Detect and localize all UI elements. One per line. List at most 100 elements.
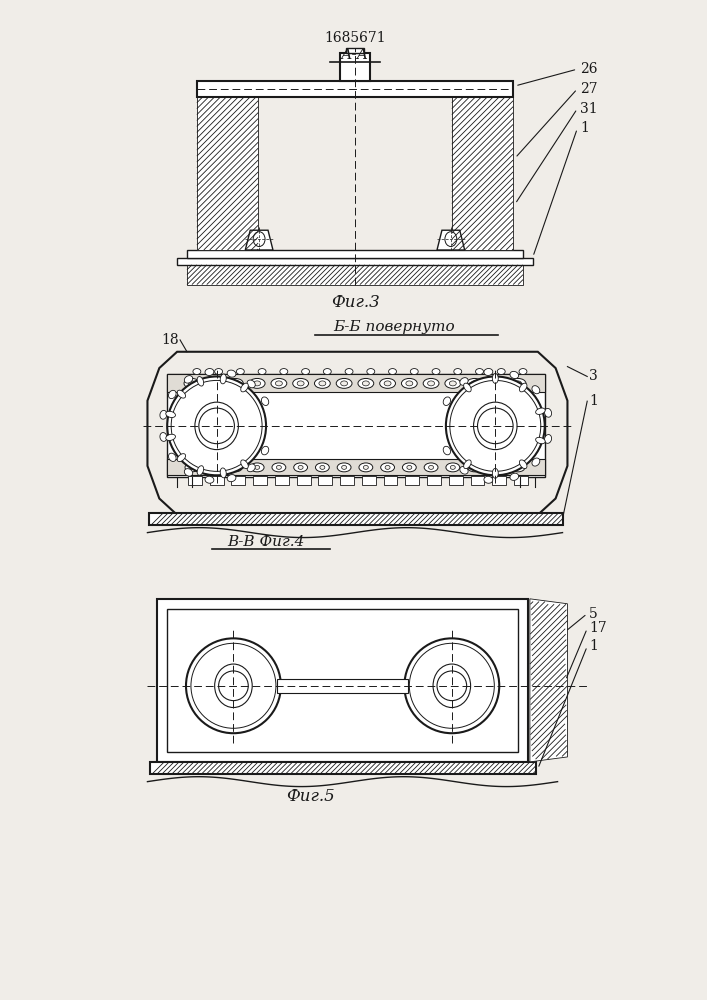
Bar [427, 476, 441, 485]
Ellipse shape [363, 465, 368, 469]
Ellipse shape [250, 378, 265, 388]
Text: Фиг.5: Фиг.5 [286, 788, 335, 805]
Ellipse shape [215, 369, 223, 374]
Ellipse shape [293, 378, 308, 388]
Ellipse shape [389, 369, 397, 374]
Ellipse shape [446, 463, 460, 472]
Ellipse shape [472, 465, 477, 469]
Ellipse shape [536, 408, 545, 414]
Ellipse shape [380, 378, 395, 388]
Ellipse shape [519, 369, 527, 374]
Ellipse shape [384, 381, 391, 386]
Ellipse shape [206, 463, 221, 472]
Ellipse shape [493, 381, 500, 386]
Bar [210, 476, 223, 485]
Ellipse shape [510, 378, 526, 388]
Text: Б-Б повернуто: Б-Б повернуто [334, 320, 455, 334]
Bar [149, 513, 563, 525]
Ellipse shape [443, 397, 450, 405]
Text: 17: 17 [589, 621, 607, 635]
Ellipse shape [323, 369, 332, 374]
Ellipse shape [476, 369, 484, 374]
Ellipse shape [510, 473, 519, 480]
Ellipse shape [404, 638, 499, 733]
Ellipse shape [233, 465, 238, 469]
Ellipse shape [489, 463, 503, 472]
Ellipse shape [493, 465, 498, 469]
Bar [514, 476, 528, 485]
Ellipse shape [250, 463, 264, 472]
Ellipse shape [337, 378, 352, 388]
Ellipse shape [428, 465, 433, 469]
Bar [197, 97, 258, 250]
Ellipse shape [315, 463, 329, 472]
Ellipse shape [199, 408, 235, 444]
Ellipse shape [298, 465, 303, 469]
Ellipse shape [410, 369, 419, 374]
Ellipse shape [168, 376, 266, 475]
Ellipse shape [262, 397, 269, 405]
Ellipse shape [402, 378, 417, 388]
Polygon shape [245, 230, 273, 250]
Ellipse shape [358, 378, 374, 388]
Text: Фиг.3: Фиг.3 [331, 294, 380, 311]
Ellipse shape [205, 369, 214, 375]
Ellipse shape [205, 476, 214, 483]
Text: В-В Фиг.4: В-В Фиг.4 [228, 535, 305, 549]
Ellipse shape [227, 475, 236, 482]
Ellipse shape [177, 454, 185, 462]
Bar [340, 53, 370, 81]
Bar [277, 679, 409, 693]
Ellipse shape [191, 643, 276, 728]
Ellipse shape [464, 460, 471, 469]
Ellipse shape [515, 381, 522, 386]
Ellipse shape [165, 434, 175, 440]
Text: 3: 3 [589, 369, 598, 383]
Ellipse shape [197, 466, 204, 475]
Ellipse shape [272, 463, 286, 472]
Ellipse shape [467, 463, 481, 472]
Ellipse shape [185, 469, 193, 476]
Ellipse shape [297, 381, 304, 386]
Bar [340, 476, 354, 485]
Ellipse shape [424, 463, 438, 472]
Ellipse shape [254, 381, 261, 386]
Bar [492, 476, 506, 485]
Ellipse shape [409, 643, 494, 728]
Ellipse shape [258, 369, 266, 374]
Ellipse shape [363, 381, 369, 386]
Ellipse shape [515, 465, 520, 469]
Text: 1685671: 1685671 [325, 31, 386, 45]
Ellipse shape [184, 378, 200, 388]
Polygon shape [148, 352, 568, 515]
Bar [452, 97, 513, 250]
Text: 27: 27 [580, 82, 598, 96]
Ellipse shape [165, 411, 175, 418]
Ellipse shape [450, 465, 455, 469]
Ellipse shape [443, 446, 450, 455]
Ellipse shape [484, 476, 493, 483]
Ellipse shape [210, 381, 217, 386]
Text: А-А: А-А [341, 48, 369, 62]
Ellipse shape [385, 465, 390, 469]
Ellipse shape [247, 464, 255, 472]
Ellipse shape [315, 378, 330, 388]
Text: 1: 1 [589, 639, 598, 653]
Text: 1: 1 [580, 121, 589, 135]
Ellipse shape [220, 468, 226, 478]
Ellipse shape [177, 390, 185, 398]
Ellipse shape [345, 369, 353, 374]
Ellipse shape [484, 369, 493, 375]
Ellipse shape [218, 671, 248, 701]
Ellipse shape [220, 374, 226, 384]
Ellipse shape [446, 376, 544, 475]
Bar [297, 476, 310, 485]
Ellipse shape [474, 402, 517, 450]
Bar [168, 374, 544, 477]
Bar [231, 476, 245, 485]
Ellipse shape [477, 408, 513, 444]
Text: 31: 31 [580, 102, 598, 116]
Ellipse shape [271, 378, 287, 388]
Ellipse shape [255, 465, 259, 469]
Ellipse shape [227, 370, 236, 377]
